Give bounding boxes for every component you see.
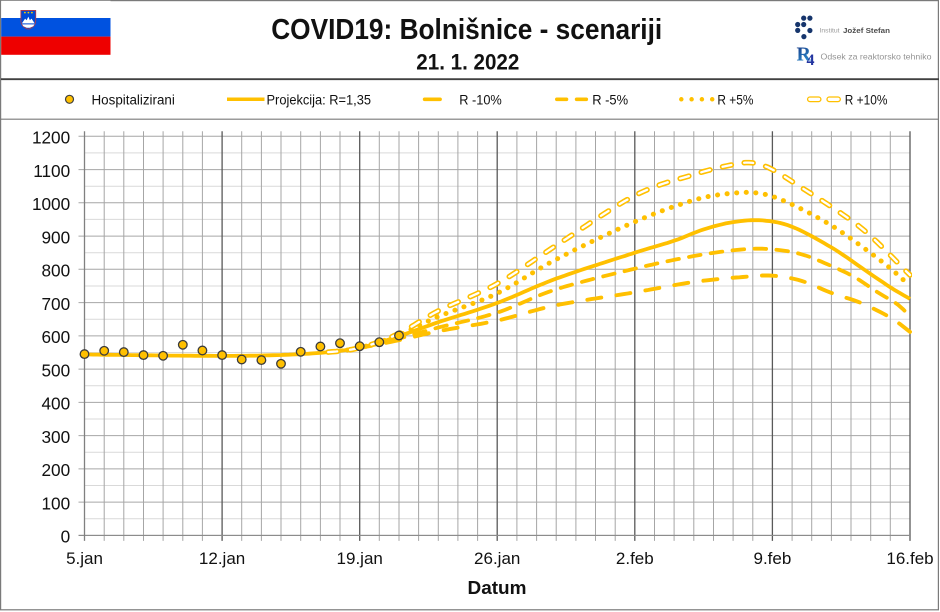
svg-text:26.jan: 26.jan — [474, 549, 520, 568]
svg-text:1000: 1000 — [32, 194, 70, 214]
svg-text:Hospitalizirani: Hospitalizirani — [92, 92, 175, 107]
svg-text:800: 800 — [42, 261, 71, 281]
svg-text:Datum: Datum — [468, 577, 527, 598]
svg-text:2.feb: 2.feb — [616, 549, 654, 568]
svg-text:Projekcija: R=1,35: Projekcija: R=1,35 — [267, 92, 372, 107]
svg-text:Institut: Institut — [820, 28, 840, 35]
svg-text:Jožef Stefan: Jožef Stefan — [843, 26, 891, 35]
svg-text:0: 0 — [61, 527, 71, 547]
svg-text:5.jan: 5.jan — [66, 549, 103, 568]
svg-text:R -5%: R -5% — [592, 92, 628, 107]
svg-text:500: 500 — [42, 360, 71, 380]
svg-text:4: 4 — [807, 52, 815, 69]
svg-text:19.jan: 19.jan — [337, 549, 383, 568]
svg-text:100: 100 — [42, 493, 71, 513]
svg-text:COVID19: Bolnišnice - scenarij: COVID19: Bolnišnice - scenariji — [271, 14, 662, 46]
svg-text:900: 900 — [42, 227, 71, 247]
svg-text:16.feb: 16.feb — [886, 549, 933, 568]
svg-text:9.feb: 9.feb — [753, 549, 791, 568]
svg-text:1100: 1100 — [33, 161, 70, 181]
svg-text:200: 200 — [42, 460, 71, 480]
svg-text:R +5%: R +5% — [717, 92, 753, 107]
svg-text:300: 300 — [42, 427, 71, 447]
svg-text:R +10%: R +10% — [845, 92, 888, 107]
svg-text:Odsek za reaktorsko tehniko: Odsek za reaktorsko tehniko — [821, 52, 932, 62]
svg-text:600: 600 — [42, 327, 71, 347]
svg-text:700: 700 — [42, 294, 71, 314]
svg-text:12.jan: 12.jan — [199, 549, 245, 568]
svg-text:R -10%: R -10% — [459, 92, 502, 107]
svg-text:21. 1. 2022: 21. 1. 2022 — [416, 49, 519, 74]
svg-text:R: R — [797, 44, 812, 66]
svg-text:1200: 1200 — [32, 128, 70, 148]
svg-text:400: 400 — [42, 394, 71, 414]
